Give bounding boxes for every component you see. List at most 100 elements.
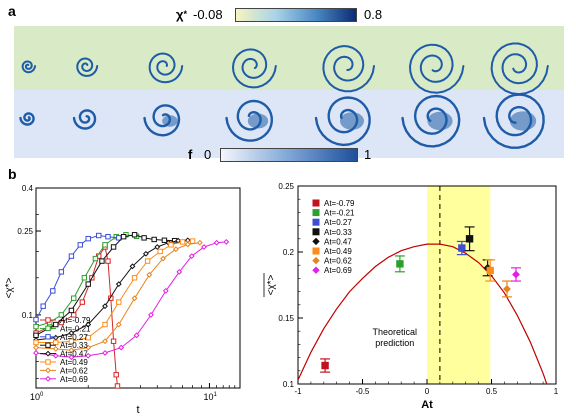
left-series-point <box>133 332 140 339</box>
right-x-tick-label: 0 <box>425 387 430 396</box>
left-y-axis-label: <χ*> <box>4 277 15 298</box>
left-series-point <box>53 339 59 346</box>
vortex-core-5 <box>427 111 453 131</box>
left-series-point <box>110 244 117 250</box>
legend-label: At=-0.79 <box>324 199 355 208</box>
annotation-text: prediction <box>375 338 414 348</box>
left-series-point <box>102 242 108 248</box>
left-series-point <box>114 383 121 389</box>
left-series-point <box>85 352 92 359</box>
legend-label: At=0.27 <box>324 218 352 227</box>
right-legend: At=-0.79At=-0.21At=0.27At=0.33At=0.47At=… <box>312 199 355 275</box>
panel-a-label: a <box>8 3 16 19</box>
left-series-point <box>102 338 108 345</box>
left-series-3 <box>33 232 178 339</box>
left-series-point <box>85 281 91 287</box>
left-series-7 <box>33 238 230 361</box>
left-series-point <box>58 312 65 318</box>
legend-label: At=0.62 <box>60 366 88 375</box>
legend-marker <box>45 334 51 340</box>
right-x-tick-label: 1 <box>554 387 559 396</box>
vortex-top-5 <box>408 43 465 94</box>
left-series-point <box>157 248 163 255</box>
left-series-point <box>92 255 99 262</box>
right-x-tick-label: -0.5 <box>356 387 370 396</box>
legend-label: At=-0.21 <box>60 324 91 333</box>
left-series-point <box>172 246 179 253</box>
legend-label: At=-0.21 <box>324 209 355 218</box>
legend-marker <box>312 256 320 265</box>
left-series-point <box>154 244 161 250</box>
left-series-point <box>131 295 138 302</box>
vortex-bottom-4 <box>314 96 371 147</box>
left-series-point <box>201 244 207 250</box>
left-series-point <box>142 250 149 257</box>
legend-marker <box>312 218 320 226</box>
right-point-7 <box>511 267 522 282</box>
left-series-point <box>184 241 191 248</box>
left-series-point <box>179 239 186 245</box>
left-series-point <box>196 239 203 246</box>
left-series-point <box>33 332 39 339</box>
vortex-top-6 <box>490 42 549 96</box>
left-series-point <box>148 311 154 318</box>
right-point-6 <box>501 280 512 298</box>
panel-b-label: b <box>8 166 17 182</box>
vortex-top-2 <box>148 52 184 84</box>
left-series-point <box>110 338 117 344</box>
right-point-1 <box>394 255 405 273</box>
left-series-point <box>33 344 39 351</box>
left-series-line <box>35 234 119 320</box>
left-series-point <box>115 281 122 288</box>
data-point <box>396 260 404 268</box>
left-series-point <box>40 303 46 309</box>
legend-marker <box>45 375 51 382</box>
right-y-tick-label: 0.15 <box>278 314 294 323</box>
theory-band <box>427 186 491 384</box>
colorbar-top <box>235 8 357 22</box>
left-series-point <box>162 287 169 294</box>
legend-label: At=0.69 <box>324 266 352 275</box>
left-series-point <box>102 321 108 328</box>
colorbar-bottom <box>220 148 358 162</box>
vortex-bottom-5 <box>401 94 461 148</box>
vortex-core-4 <box>340 112 364 130</box>
vortex-bottom-0 <box>19 112 35 126</box>
left-series-point <box>68 354 75 361</box>
right-point-2 <box>456 240 467 256</box>
right-x-tick-label: -1 <box>294 387 302 396</box>
left-series-point <box>161 237 168 243</box>
left-y-tick-label: 0.1 <box>22 311 34 320</box>
left-series-point <box>68 347 75 354</box>
legend-label: At=0.27 <box>60 333 88 342</box>
left-series-point <box>58 319 65 326</box>
left-series-point <box>68 253 75 259</box>
right-y-tick-label: 0.2 <box>283 248 295 257</box>
left-series-point <box>102 350 108 356</box>
legend-label: At=0.33 <box>324 228 352 237</box>
legend-label: At=0.69 <box>60 375 88 384</box>
legend-label: At=0.49 <box>324 247 352 256</box>
vortex-bottom-1 <box>72 109 97 130</box>
left-series-point <box>68 338 75 344</box>
vortex-core-6 <box>509 111 537 131</box>
legend-marker <box>312 199 320 207</box>
left-series-point <box>50 288 56 294</box>
legend-marker <box>312 209 320 217</box>
colorbar-top-sup: * <box>183 9 187 19</box>
left-series-point <box>151 236 157 243</box>
left-series-point <box>68 307 75 314</box>
vortex-top-1 <box>76 57 99 77</box>
left-series-point <box>96 232 102 239</box>
left-series-point <box>52 345 59 352</box>
vortex-bottom-6 <box>482 93 545 149</box>
legend-marker <box>45 342 51 348</box>
legend-label: At=0.62 <box>324 257 352 266</box>
left-series-point <box>160 255 166 262</box>
left-series-point <box>53 321 59 328</box>
left-series-line <box>35 241 227 358</box>
data-point <box>321 361 329 370</box>
left-series-point <box>115 321 122 328</box>
left-series-point <box>168 242 174 248</box>
left-series-point <box>102 303 108 310</box>
